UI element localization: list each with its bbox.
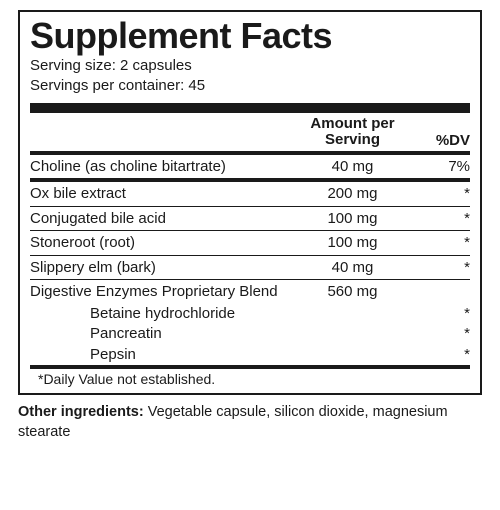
table-row: Choline (as choline bitartrate) 40 mg 7% [30, 155, 470, 179]
blend-item-name: Betaine hydrochloride [30, 304, 290, 324]
table-row: Conjugated bile acid 100 mg * [30, 207, 470, 231]
servings-per-container-value: 45 [188, 77, 205, 94]
ingredient-name: Conjugated bile acid [30, 209, 290, 229]
ingredient-amount: 100 mg [290, 233, 415, 253]
blend-amount: 560 mg [290, 282, 415, 302]
table-row: Slippery elm (bark) 40 mg * [30, 256, 470, 280]
ingredient-name: Choline (as choline bitartrate) [30, 157, 290, 177]
ingredient-name: Slippery elm (bark) [30, 258, 290, 278]
ingredient-amount: 40 mg [290, 258, 415, 278]
table-row: Ox bile extract 200 mg * [30, 182, 470, 206]
blend-item-name: Pepsin [30, 345, 290, 365]
rule-thick [30, 103, 470, 113]
ingredient-dv: * [415, 184, 470, 204]
blend-item-dv: * [415, 304, 470, 324]
blend-item-dv: * [415, 324, 470, 344]
ingredient-amount: 100 mg [290, 209, 415, 229]
header-dv: %DV [415, 132, 470, 149]
ingredient-amount: 40 mg [290, 157, 415, 177]
serving-size: Serving size: 2 capsules [30, 56, 470, 76]
blend-item-name: Pancreatin [30, 324, 290, 344]
ingredient-dv: * [415, 258, 470, 278]
blend-name: Digestive Enzymes Proprietary Blend [30, 282, 290, 302]
ingredient-name: Ox bile extract [30, 184, 290, 204]
servings-per-container: Servings per container: 45 [30, 76, 470, 96]
other-ingredients-label: Other ingredients: [18, 404, 148, 420]
panel-title: Supplement Facts [30, 18, 470, 54]
table-row-sub: Betaine hydrochloride * [30, 304, 470, 325]
other-ingredients: Other ingredients: Vegetable capsule, si… [18, 403, 482, 442]
serving-size-label: Serving size: [30, 57, 120, 74]
table-row-sub: Pancreatin * [30, 324, 470, 345]
supplement-facts-panel: Supplement Facts Serving size: 2 capsule… [18, 10, 482, 395]
blend-item-dv: * [415, 345, 470, 365]
ingredient-dv: * [415, 233, 470, 253]
ingredient-name: Stoneroot (root) [30, 233, 290, 253]
header-row: Amount per Serving %DV [30, 113, 470, 151]
ingredient-dv: * [415, 209, 470, 229]
serving-size-value: 2 capsules [120, 57, 192, 74]
table-row: Stoneroot (root) 100 mg * [30, 231, 470, 255]
servings-per-container-label: Servings per container: [30, 77, 188, 94]
ingredient-dv: 7% [415, 157, 470, 177]
ingredient-amount: 200 mg [290, 184, 415, 204]
dv-footnote: *Daily Value not established. [30, 369, 470, 389]
table-row-sub: Pepsin * [30, 345, 470, 366]
header-amount: Amount per Serving [290, 116, 415, 149]
table-row: Digestive Enzymes Proprietary Blend 560 … [30, 280, 470, 304]
